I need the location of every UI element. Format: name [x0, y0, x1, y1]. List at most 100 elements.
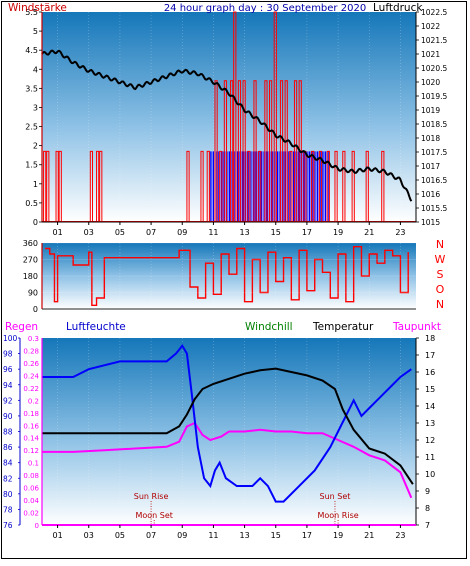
x-tick-label: 17: [302, 228, 312, 237]
wind-tick-label: 0: [33, 218, 38, 227]
pressure-series: [41, 49, 413, 202]
wind-direction-line: [45, 245, 409, 307]
wind-tick-label: 2: [33, 142, 38, 151]
direction-axis-ticks: 0 90 180 270 360: [23, 239, 416, 314]
temperature-tick-label: 12: [425, 436, 435, 445]
event-label: Sun Set: [320, 492, 351, 501]
x-tick-label: 01: [52, 228, 62, 237]
x-tick-label: 05: [115, 531, 125, 540]
rain-tick-label: 0.18: [23, 410, 39, 418]
pressure-axis-ticks: 1015 1015.5 1016 1016.5 1017 1017.5 1018 1018.5…: [416, 8, 447, 227]
wind-direction-series: [45, 245, 409, 307]
wind-tick-label: 1.5: [25, 161, 38, 170]
rain-axis-ticks: 0 0.02 0.04 0.06 0.08 0.1 0.12 0.14 0.16 0.18 0.2 0…: [23, 335, 39, 530]
x-tick-label: 19: [333, 228, 343, 237]
humidity-tick-label: 100: [3, 334, 18, 343]
pressure-line: [41, 49, 413, 202]
x-tick-label: 01: [52, 531, 62, 540]
wind-axis-ticks: 0 0.5 1 1.5 2 2.5 3 3.5 4 4.5 5 5.5: [25, 8, 42, 227]
direction-tick-label: 0: [33, 305, 38, 314]
temperature-tick-label: 7: [425, 521, 430, 530]
temperature-tick-label: 15: [425, 385, 435, 394]
windchill-legend: Windchill: [245, 321, 293, 333]
temperature-tick-label: 9: [425, 487, 430, 496]
rain-tick-label: 0.28: [23, 347, 39, 355]
pressure-tick-label: 1021.5: [421, 36, 447, 45]
rain-tick-label: 0.04: [23, 497, 39, 505]
x-tick-label: 23: [395, 228, 405, 237]
humidity-series: [42, 344, 412, 503]
humidity-tick-label: 90: [3, 412, 13, 421]
rain-tick-label: 0.24: [23, 372, 39, 380]
pressure-tick-label: 1017: [421, 162, 440, 171]
rain-tick-label: 0.1: [28, 460, 39, 468]
humidity-tick-label: 96: [3, 365, 13, 374]
x-tick-label: 19: [333, 531, 343, 540]
wind-tick-label: 3: [33, 103, 38, 112]
wind-tick-label: 4.5: [25, 46, 38, 55]
pressure-tick-label: 1022.5: [421, 8, 447, 17]
temperature-tick-label: 13: [425, 419, 435, 428]
wind-pressure-x-ticks: 01 03 05 07 09 11 13 15 17 19 21 23: [52, 222, 406, 237]
pressure-tick-label: 1020.5: [421, 64, 447, 73]
chart-title: 24 hour graph day : 30 September 2020: [164, 3, 366, 14]
temperature-x-ticks: 01 03 05 07 09 11 13 15 17 19 21 23: [52, 525, 406, 540]
pressure-tick-label: 1020: [421, 78, 440, 87]
rain-tick-label: 0.2: [28, 397, 39, 405]
temperature-panel: Regen Luftfeuchte Windchill Temperatur T…: [3, 321, 441, 540]
pressure-tick-label: 1019.5: [421, 92, 447, 101]
temperature-tick-label: 16: [425, 368, 435, 377]
temperature-tick-label: 18: [425, 334, 435, 343]
event-label: Sun Rise: [134, 492, 169, 501]
pressure-tick-label: 1021: [421, 50, 440, 59]
humidity-axis-title: Luftfeuchte: [66, 321, 126, 333]
temperature-legend: Temperatur: [312, 321, 374, 333]
pressure-tick-label: 1018: [421, 134, 440, 143]
humidity-tick-label: 76: [3, 521, 13, 530]
compass-label: O: [436, 283, 445, 296]
x-tick-label: 13: [239, 228, 249, 237]
sun-moon-events: Sun Rise Sun Set Moon Set Moon Rise: [134, 492, 359, 525]
x-tick-label: 23: [395, 531, 405, 540]
humidity-tick-label: 78: [3, 505, 13, 514]
humidity-tick-label: 86: [3, 443, 13, 452]
temperature-tick-label: 17: [425, 351, 435, 360]
humidity-tick-label: 80: [3, 490, 13, 499]
wind-tick-label: 4: [33, 65, 38, 74]
x-tick-label: 15: [271, 228, 281, 237]
event-label: Moon Rise: [317, 511, 358, 520]
wind-tick-label: 5: [33, 27, 38, 36]
pressure-tick-label: 1015: [421, 218, 440, 227]
direction-tick-label: 180: [23, 272, 38, 281]
wind-tick-label: 3.5: [25, 84, 38, 93]
compass-label: N: [436, 238, 444, 251]
rain-tick-label: 0.14: [23, 435, 39, 443]
rain-tick-label: 0.12: [23, 447, 39, 455]
rain-axis-title: Regen: [5, 321, 38, 333]
pressure-axis-title: Luftdruck: [373, 2, 423, 14]
x-tick-label: 09: [177, 531, 187, 540]
humidity-tick-label: 94: [3, 381, 13, 390]
pressure-tick-label: 1015.5: [421, 204, 447, 213]
x-tick-label: 03: [84, 228, 94, 237]
temperature-tick-label: 11: [425, 453, 435, 462]
rain-tick-label: 0.08: [23, 472, 39, 480]
event-label: Moon Set: [135, 511, 172, 520]
temperature-axis-ticks: 7 8 9 10 11 12 13 14 15 16 17 18: [416, 334, 435, 530]
x-tick-label: 11: [208, 228, 218, 237]
wind-tick-label: 1: [33, 180, 38, 189]
temperature-tick-label: 10: [425, 470, 435, 479]
wind-tick-label: 2.5: [25, 123, 38, 132]
rain-tick-label: 0.26: [23, 360, 39, 368]
wind-tick-label: 5.5: [25, 8, 38, 17]
x-tick-label: 17: [302, 531, 312, 540]
rain-tick-label: 0.06: [23, 485, 39, 493]
wind-tick-label: 0.5: [25, 199, 38, 208]
direction-tick-label: 360: [23, 239, 38, 248]
rain-tick-label: 0.02: [23, 510, 39, 518]
rain-tick-label: 0.22: [23, 385, 39, 393]
humidity-tick-label: 88: [3, 428, 13, 437]
